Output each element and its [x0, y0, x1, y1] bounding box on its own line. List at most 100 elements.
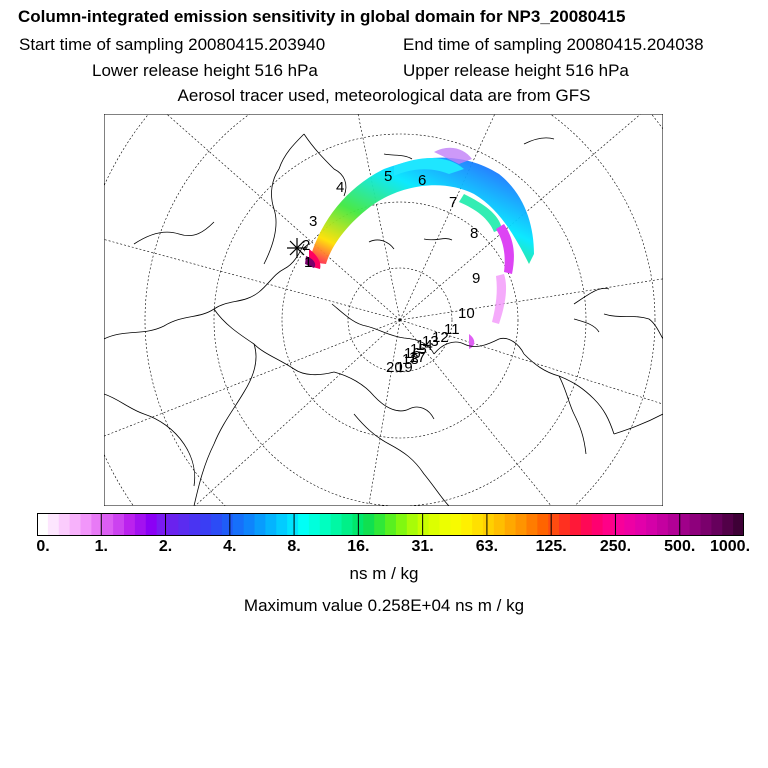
colorbar-swatch — [569, 513, 582, 536]
trajectory-label: 8 — [470, 225, 478, 242]
colorbar — [37, 513, 744, 536]
trajectory-labels: 1 2 3 4 5 6 7 8 9 10 11 12 13 14 15 16 1… — [302, 168, 480, 376]
colorbar-units: ns m / kg — [349, 564, 419, 583]
colorbar-swatch — [733, 513, 744, 536]
colorbar-swatch — [80, 513, 92, 536]
colorbar-swatch — [189, 513, 201, 536]
trajectory-label: 1 — [304, 254, 312, 271]
colorbar-tick-label: 250. — [599, 538, 632, 555]
colorbar-tick-label: 500. — [664, 538, 696, 555]
colorbar-tick-label: 125. — [535, 538, 567, 555]
trajectory-label: 4 — [336, 179, 344, 196]
colorbar-swatch — [624, 513, 636, 536]
colorbar-swatch — [243, 513, 256, 536]
colorbar-swatch — [722, 513, 734, 536]
trajectory-label: 10 — [458, 305, 475, 322]
colorbar-swatch — [700, 513, 712, 536]
colorbar-swatch — [124, 513, 136, 536]
trajectory-label: 12 — [432, 329, 449, 346]
maximum-value-label: Maximum value 0.258E+04 ns m / kg — [243, 596, 525, 615]
colorbar-swatch — [591, 513, 604, 536]
colorbar-swatch — [167, 513, 179, 536]
colorbar-swatch — [211, 513, 223, 536]
trajectory-label: 9 — [472, 270, 480, 287]
colorbar-swatch — [58, 513, 71, 536]
colorbar-tick-label: 8. — [287, 538, 301, 555]
colorbar-swatch — [395, 513, 408, 536]
trajectory-label: 15 — [410, 341, 427, 358]
colorbar-swatch — [113, 513, 125, 536]
trajectory-label: 18 — [402, 351, 419, 368]
colorbar-swatch — [439, 513, 451, 536]
colorbar-tick-label: 16. — [347, 538, 370, 555]
colorbar-swatch — [493, 513, 506, 536]
trajectory-label: 20 — [386, 359, 403, 376]
colorbar-swatch — [450, 513, 462, 536]
colorbar-swatch — [515, 513, 528, 536]
colorbar-swatch — [602, 513, 615, 536]
colorbar-swatch — [265, 513, 277, 536]
colorbar-swatch — [37, 513, 49, 536]
colorbar-swatch — [200, 513, 212, 536]
colorbar-swatch — [428, 513, 441, 536]
colorbar-swatch — [91, 513, 103, 536]
trajectory-label: 16 — [404, 345, 421, 362]
colorbar-tick-label: 31. — [411, 538, 434, 555]
end-time-label: End time of sampling 20080415.204038 — [403, 35, 704, 54]
colorbar-swatch — [646, 513, 658, 536]
colorbar-swatch — [635, 513, 647, 536]
release-point-marker — [287, 238, 307, 258]
colorbar-swatch — [363, 513, 375, 536]
colorbar-swatch — [330, 513, 343, 536]
colorbar-tick-label: 1. — [94, 538, 108, 555]
colorbar-swatch — [319, 513, 332, 536]
meridian-grid — [104, 114, 663, 506]
colorbar-swatch — [276, 513, 288, 536]
trajectory-label: 17 — [409, 349, 426, 366]
colorbar-swatch — [406, 513, 419, 536]
emission-plume — [305, 147, 534, 349]
colorbar-swatch — [221, 513, 234, 536]
colorbar-swatch — [232, 513, 245, 536]
colorbar-swatch — [308, 513, 321, 536]
lower-height-label: Lower release height 516 hPa — [92, 61, 318, 80]
colorbar-swatch — [461, 513, 473, 536]
trajectory-label: 2 — [302, 237, 310, 254]
colorbar-swatch — [504, 513, 517, 536]
colorbar-swatch — [385, 513, 397, 536]
latitude-grid — [104, 114, 663, 506]
colorbar-tick-label: 0. — [36, 538, 50, 555]
colorbar-swatch — [667, 513, 680, 536]
colorbar-tick-label: 2. — [158, 538, 173, 555]
colorbar-swatch — [145, 513, 158, 536]
colorbar-swatch — [47, 513, 60, 536]
trajectory-label: 7 — [449, 194, 457, 211]
colorbar-swatch — [254, 513, 267, 536]
colorbar-swatch — [341, 513, 354, 536]
colorbar-swatch — [689, 513, 702, 536]
start-time-label: Start time of sampling 20080415.203940 — [19, 35, 326, 54]
colorbar-swatch — [548, 513, 560, 536]
upper-height-label: Upper release height 516 hPa — [403, 61, 629, 80]
colorbar-swatch — [134, 513, 147, 536]
colorbar-tick-label: 1000. — [709, 538, 751, 555]
trajectory-label: 14 — [416, 337, 433, 354]
colorbar-swatch — [102, 513, 114, 536]
tracer-info-label: Aerosol tracer used, meteorological data… — [177, 86, 591, 105]
colorbar-swatch — [287, 513, 299, 536]
colorbar-swatch — [656, 513, 669, 536]
trajectory-label: 6 — [418, 172, 426, 189]
trajectory-label: 11 — [444, 321, 460, 338]
colorbar-swatch — [69, 513, 82, 536]
colorbar-swatch — [178, 513, 190, 536]
colorbar-tick-label: 4. — [223, 538, 237, 555]
colorbar-swatch — [374, 513, 386, 536]
colorbar-swatch — [156, 513, 169, 536]
coastlines — [104, 133, 663, 506]
colorbar-swatch — [526, 513, 538, 536]
figure-title: Column-integrated emission sensitivity i… — [18, 7, 626, 26]
colorbar-swatch — [711, 513, 723, 536]
colorbar-swatch — [482, 513, 495, 536]
colorbar-swatch — [559, 513, 571, 536]
sensitivity-map: 1 2 3 4 5 6 7 8 9 10 11 12 13 14 15 16 1… — [104, 114, 663, 506]
